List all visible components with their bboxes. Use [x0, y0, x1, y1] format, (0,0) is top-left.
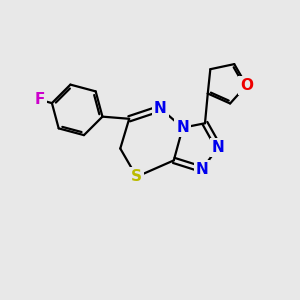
- Text: N: N: [176, 120, 189, 135]
- Text: N: N: [196, 162, 208, 177]
- Text: N: N: [212, 140, 225, 154]
- Text: S: S: [131, 169, 142, 184]
- Text: O: O: [240, 78, 253, 93]
- Text: N: N: [154, 101, 167, 116]
- Text: F: F: [35, 92, 45, 107]
